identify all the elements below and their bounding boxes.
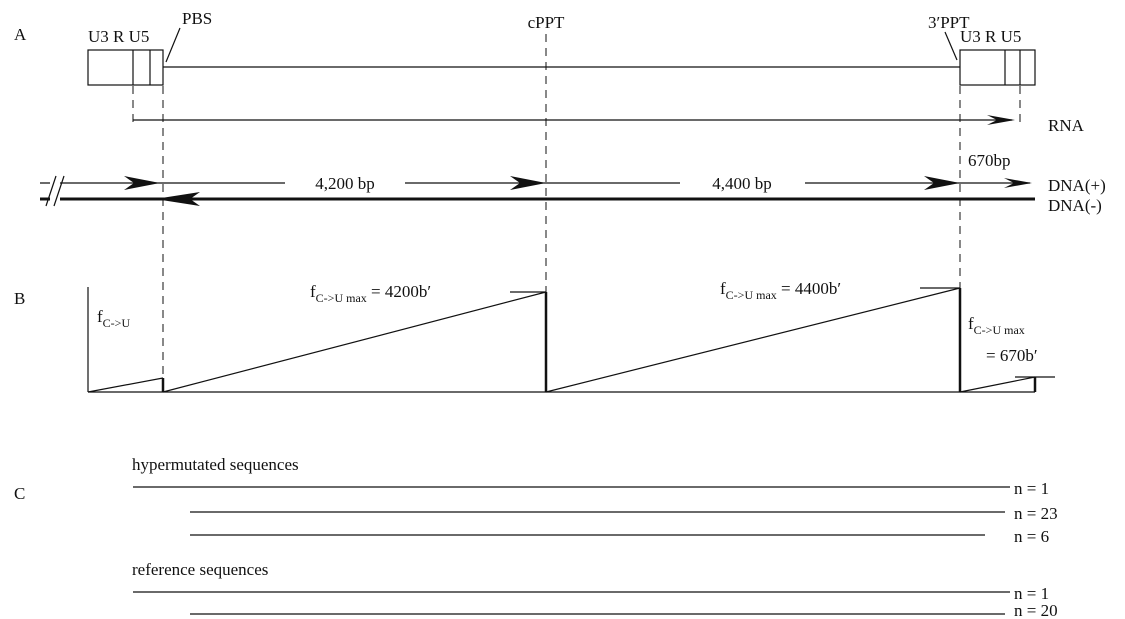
count-label: n = 1 bbox=[1014, 584, 1049, 603]
label-gap bbox=[680, 172, 805, 192]
length-label: 670bp bbox=[968, 151, 1011, 170]
ramp bbox=[959, 376, 1036, 393]
length-label: 4,400 bp bbox=[712, 174, 772, 193]
rna-label: RNA bbox=[1048, 116, 1085, 135]
rate-label: fC->U bbox=[97, 307, 130, 330]
count-label: n = 6 bbox=[1014, 527, 1049, 546]
subscript: C->U max bbox=[974, 323, 1025, 337]
ramp bbox=[162, 291, 547, 393]
break-mark bbox=[53, 175, 65, 207]
arrowhead bbox=[510, 176, 546, 190]
label-gap bbox=[285, 172, 405, 192]
ltr-label: U3 R U5 bbox=[960, 27, 1021, 46]
arrowhead bbox=[987, 115, 1015, 125]
pointer bbox=[944, 31, 958, 61]
rate-value: = 4400b′ bbox=[777, 279, 841, 298]
f: f bbox=[310, 282, 316, 301]
ppt3-label: 3′PPT bbox=[928, 13, 970, 32]
dna-minus-label: DNA(-) bbox=[1048, 196, 1102, 215]
subscript: C->U bbox=[103, 316, 131, 330]
arrowhead bbox=[1004, 178, 1032, 188]
ramp bbox=[545, 287, 961, 393]
rate-label: fC->U max = 4200b′ bbox=[310, 282, 431, 305]
length-label: 4,200 bp bbox=[315, 174, 375, 193]
panel-label: B bbox=[14, 289, 25, 308]
cppt-label: cPPT bbox=[528, 13, 565, 32]
break-gap bbox=[50, 176, 60, 206]
count-label: n = 20 bbox=[1014, 601, 1058, 619]
f: f bbox=[720, 279, 726, 298]
subscript: C->U max bbox=[726, 288, 777, 302]
break-mark bbox=[45, 175, 57, 207]
panel-label: A bbox=[14, 25, 27, 44]
count-label: n = 1 bbox=[1014, 479, 1049, 498]
group-title: hypermutated sequences bbox=[132, 455, 299, 474]
panel-label: C bbox=[14, 484, 25, 503]
ramp bbox=[87, 377, 164, 393]
arrowhead bbox=[124, 176, 160, 190]
arrowhead bbox=[155, 192, 200, 206]
pbs-label: PBS bbox=[182, 9, 212, 28]
dna-plus-label: DNA(+) bbox=[1048, 176, 1106, 195]
count-label: n = 23 bbox=[1014, 504, 1058, 523]
f: f bbox=[97, 307, 103, 326]
rate-value: = 4200b′ bbox=[367, 282, 431, 301]
rate-value: = 670b′ bbox=[986, 346, 1038, 365]
group-title: reference sequences bbox=[132, 560, 268, 579]
pointer bbox=[165, 27, 181, 63]
rate-label: fC->U max bbox=[968, 314, 1025, 337]
f: f bbox=[968, 314, 974, 333]
arrowhead bbox=[924, 176, 960, 190]
subscript: C->U max bbox=[316, 291, 367, 305]
ltr-label: U3 R U5 bbox=[88, 27, 149, 46]
rate-label: fC->U max = 4400b′ bbox=[720, 279, 841, 302]
